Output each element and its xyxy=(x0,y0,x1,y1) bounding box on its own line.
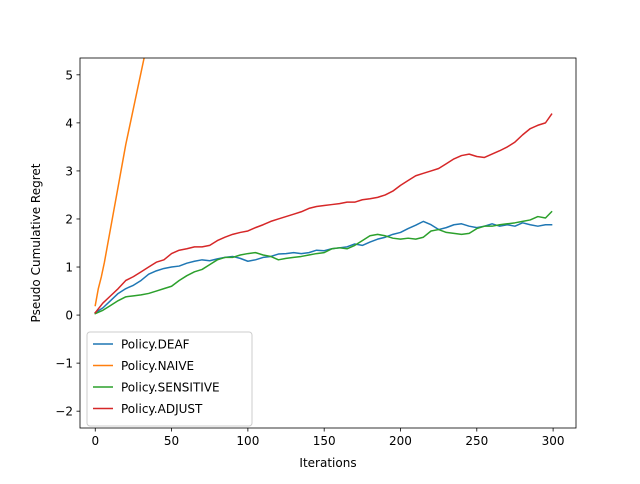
y-tick-label: −2 xyxy=(55,405,73,419)
y-tick-label: 2 xyxy=(65,212,73,226)
y-tick-label: 3 xyxy=(65,164,73,178)
legend-label-1: Policy.NAIVE xyxy=(121,359,194,373)
x-tick-label: 150 xyxy=(313,434,336,448)
y-axis-label: Pseudo Cumulative Regret xyxy=(29,163,43,322)
series-line-3 xyxy=(94,113,553,314)
y-tick-label: 5 xyxy=(65,68,73,82)
legend-label-3: Policy.ADJUST xyxy=(121,402,203,416)
series-layer xyxy=(94,58,553,315)
y-tick-label: 1 xyxy=(65,261,73,275)
x-tick-label: 250 xyxy=(465,434,488,448)
x-tick-label: 0 xyxy=(91,434,99,448)
series-line-2 xyxy=(94,210,553,315)
legend: Policy.DEAF Policy.NAIVE Policy.SENSITIVE P… xyxy=(86,331,253,427)
y-tick-label: 0 xyxy=(65,309,73,323)
y-tick-label: 4 xyxy=(65,116,73,130)
x-tick-label: 200 xyxy=(389,434,412,448)
x-tick-label: 50 xyxy=(164,434,179,448)
series-line-1 xyxy=(94,58,145,307)
x-axis-label: Iterations xyxy=(299,456,356,470)
series-line-0 xyxy=(94,220,553,314)
x-tick-label: 300 xyxy=(542,434,565,448)
y-tick-label: −1 xyxy=(55,357,73,371)
legend-label-2: Policy.SENSITIVE xyxy=(121,381,220,395)
x-tick-label: 100 xyxy=(236,434,259,448)
plot-frame xyxy=(79,57,577,429)
legend-box xyxy=(86,331,253,427)
axes-layer: 0 50 100 150 200 250 300 −2 −1 0 1 2 3 4 5 xyxy=(55,57,577,448)
legend-label-0: Policy.DEAF xyxy=(121,338,190,352)
